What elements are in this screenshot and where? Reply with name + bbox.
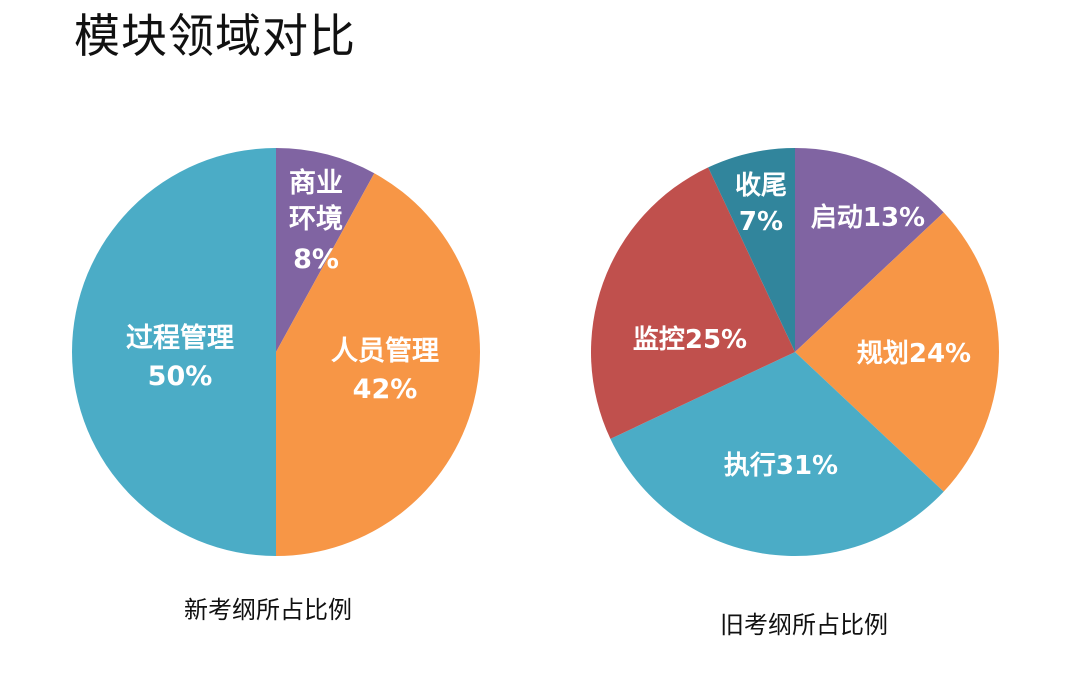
slice-label: 人员管理	[331, 336, 439, 367]
pie-slice	[708, 148, 795, 352]
slice-label: 启动13%	[811, 202, 925, 233]
pie-slice	[610, 352, 944, 556]
chart-caption-old: 旧考纲所占比例	[720, 611, 888, 639]
pie-slice	[276, 173, 480, 556]
pie-slice	[276, 148, 375, 352]
slice-label: 监控25%	[633, 325, 747, 355]
slice-value-label: 50%	[148, 361, 213, 392]
pie-slice	[795, 212, 1000, 492]
slice-value-label: 8%	[293, 244, 339, 275]
pie-slice	[590, 167, 795, 439]
slice-label: 执行31%	[724, 450, 838, 481]
slice-label: 收尾	[735, 171, 787, 201]
slice-value-label: 7%	[739, 207, 783, 237]
slice-value-label: 42%	[353, 374, 418, 405]
slice-label: 环境	[289, 204, 343, 235]
slice-label: 规划24%	[857, 339, 971, 369]
pie-chart-old: 启动13% 规划24% 执行31% 监控25% 收尾 7%	[590, 148, 1000, 556]
slice-label: 过程管理	[126, 323, 234, 354]
chart-caption-new: 新考纲所占比例	[184, 596, 352, 624]
slice-label: 商业	[289, 168, 343, 199]
pie-slice	[795, 148, 944, 352]
pie-slice	[72, 148, 276, 556]
page-title: 模块领域对比	[74, 9, 356, 63]
